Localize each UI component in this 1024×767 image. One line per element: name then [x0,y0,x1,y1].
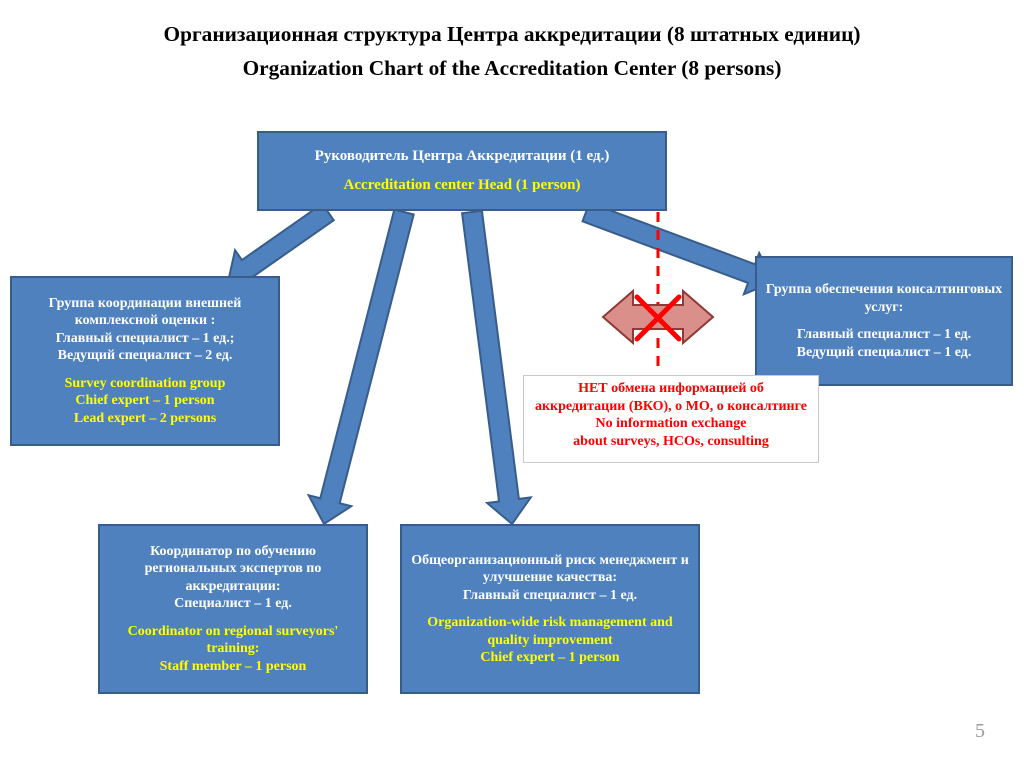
arrow-to-coordinator [309,210,414,524]
title-en: Organization Chart of the Accreditation … [0,56,1024,81]
node-consulting: Группа обеспечения консалтинговых услуг:… [755,256,1013,386]
arrow-to-survey [228,204,334,286]
node-survey-ru-2: Ведущий специалист – 2 ед. [20,347,270,365]
arrow-to-consulting [583,203,774,295]
cross-icon [637,297,679,339]
title-ru: Организационная структура Центра аккреди… [0,22,1024,47]
note-line-1: аккредитации (ВКО), о МО, о консалтинге [532,398,810,416]
node-consulting-wl-0: Главный специалист – 1 ед. [765,326,1003,344]
node-consulting-wl-1: Ведущий специалист – 1 ед. [765,344,1003,362]
note-line-2: No information exchange [532,415,810,433]
node-head-ru: Руководитель Центра Аккредитации (1 ед.) [267,147,657,166]
node-head: Руководитель Центра Аккредитации (1 ед.)… [257,131,667,211]
node-risk-en-0: Organization-wide risk management and qu… [410,614,690,649]
node-coordinator-ru-1: Специалист – 1 ед. [108,595,358,613]
node-survey: Группа координации внешней комплексной о… [10,276,280,446]
node-consulting-ru-0: Группа обеспечения консалтинговых услуг: [765,281,1003,316]
node-coordinator-en-1: Staff member – 1 person [108,658,358,676]
no-exchange-note: НЕТ обмена информацией об аккредитации (… [523,375,819,463]
slide-number: 5 [975,720,985,743]
node-risk-en-1: Chief expert – 1 person [410,649,690,667]
node-coordinator: Координатор по обучению региональных экс… [98,524,368,694]
note-line-3: about surveys, HCOs, consulting [532,433,810,451]
node-risk-ru-1: Главный специалист – 1 ед. [410,587,690,605]
node-survey-ru-1: Главный специалист – 1 ед.; [20,330,270,348]
bi-arrow-icon [603,291,713,343]
node-risk: Общеорганизационный риск менеджмент и ул… [400,524,700,694]
note-line-0: НЕТ обмена информацией об [532,380,810,398]
node-risk-ru-0: Общеорганизационный риск менеджмент и ул… [410,552,690,587]
node-survey-en-1: Chief expert – 1 person [20,392,270,410]
node-survey-ru-0: Группа координации внешней комплексной о… [20,295,270,330]
node-survey-en-0: Survey coordination group [20,375,270,393]
node-head-en: Accreditation center Head (1 person) [267,176,657,195]
node-survey-en-2: Lead expert – 2 persons [20,410,270,428]
arrow-to-risk [462,211,531,524]
node-coordinator-ru-0: Координатор по обучению региональных экс… [108,543,358,596]
node-coordinator-en-0: Coordinator on regional surveyors' train… [108,623,358,658]
